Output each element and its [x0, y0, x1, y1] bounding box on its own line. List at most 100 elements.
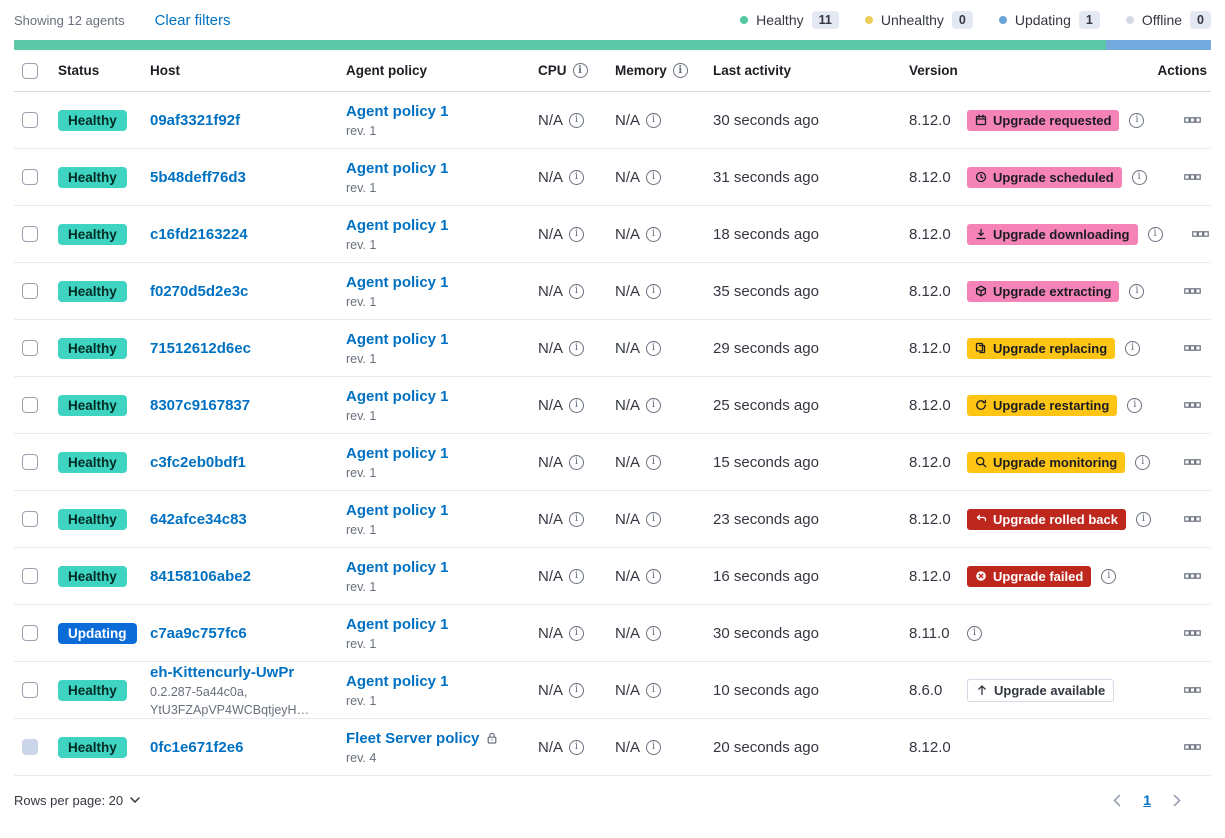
info-icon[interactable]: i [646, 682, 662, 698]
row-actions-button[interactable] [1180, 740, 1205, 755]
agent-policy-link[interactable]: Agent policy 1 [346, 558, 449, 576]
chevron-right-icon[interactable] [1173, 794, 1181, 807]
row-actions-button[interactable] [1180, 113, 1205, 128]
info-icon[interactable]: i [569, 739, 585, 755]
info-icon[interactable]: i [646, 169, 662, 185]
cpu-value: N/A [538, 453, 564, 471]
info-icon[interactable]: i [569, 397, 585, 413]
agent-host-link[interactable]: eh-Kittencurly-UwPr [150, 663, 295, 681]
agent-policy-link[interactable]: Agent policy 1 [346, 672, 449, 690]
chevron-left-icon[interactable] [1113, 794, 1121, 807]
version-cell: 8.12.0 Upgrade monitoring i [909, 451, 1155, 473]
policy-revision: rev. 4 [346, 750, 377, 765]
agent-policy-link[interactable]: Fleet Server policy [346, 729, 480, 747]
info-icon[interactable]: i [1125, 340, 1141, 356]
row-checkbox[interactable] [22, 511, 38, 527]
row-actions-button[interactable] [1188, 227, 1213, 242]
agent-host-link[interactable]: 71512612d6ec [150, 339, 251, 357]
info-icon[interactable]: i [646, 283, 662, 299]
info-icon[interactable]: i [569, 682, 585, 698]
info-icon[interactable]: i [1129, 112, 1145, 128]
agent-host-link[interactable]: 5b48deff76d3 [150, 168, 246, 186]
agent-host-link[interactable]: 84158106abe2 [150, 567, 251, 585]
info-icon[interactable]: i [646, 568, 662, 584]
row-checkbox[interactable] [22, 454, 38, 470]
policy-stack: Agent policy 1 rev. 1 [346, 501, 449, 538]
info-icon[interactable]: i [1101, 568, 1117, 584]
row-actions-button[interactable] [1180, 626, 1205, 641]
row-actions-button[interactable] [1180, 341, 1205, 356]
row-actions-button[interactable] [1180, 170, 1205, 185]
agent-policy-link[interactable]: Agent policy 1 [346, 615, 449, 633]
agent-policy-link[interactable]: Agent policy 1 [346, 159, 449, 177]
info-icon[interactable]: i [646, 454, 662, 470]
info-icon[interactable]: i [646, 625, 662, 641]
row-checkbox[interactable] [22, 169, 38, 185]
agent-host-link[interactable]: 09af3321f92f [150, 111, 241, 129]
info-icon[interactable]: i [1147, 226, 1163, 242]
info-icon[interactable]: i [1135, 511, 1151, 527]
row-actions-button[interactable] [1180, 683, 1205, 698]
row-checkbox[interactable] [22, 283, 38, 299]
info-icon[interactable]: i [572, 63, 588, 78]
info-icon[interactable]: i [646, 511, 662, 527]
select-all-checkbox[interactable] [22, 62, 38, 79]
info-icon[interactable]: i [646, 226, 662, 242]
info-icon[interactable]: i [569, 283, 585, 299]
version-value: 8.12.0 [909, 111, 951, 129]
row-checkbox[interactable] [22, 112, 38, 128]
host-cell: 09af3321f92f [150, 111, 346, 130]
agent-host-link[interactable]: 642afce34c83 [150, 510, 247, 528]
info-icon[interactable]: i [646, 739, 662, 755]
row-checkbox[interactable] [22, 682, 38, 698]
row-actions-button[interactable] [1180, 569, 1205, 584]
agent-host-link[interactable]: f0270d5d2e3c [150, 282, 249, 300]
row-checkbox[interactable] [22, 568, 38, 584]
row-actions-button[interactable] [1180, 284, 1205, 299]
info-icon[interactable]: i [646, 112, 662, 128]
info-icon[interactable]: i [646, 340, 662, 356]
info-icon[interactable]: i [569, 169, 585, 185]
info-icon[interactable]: i [1127, 397, 1143, 413]
agent-policy-link[interactable]: Agent policy 1 [346, 330, 449, 348]
info-icon[interactable]: i [569, 112, 585, 128]
row-actions-button[interactable] [1180, 398, 1205, 413]
agent-host-link[interactable]: c3fc2eb0bdf1 [150, 453, 246, 471]
page-number-1[interactable]: 1 [1143, 792, 1151, 808]
select-all-cell [14, 62, 58, 79]
info-icon[interactable]: i [646, 397, 662, 413]
agent-host-link[interactable]: 8307c9167837 [150, 396, 251, 414]
info-icon[interactable]: i [569, 226, 585, 242]
agent-policy-link[interactable]: Agent policy 1 [346, 444, 449, 462]
table-row: Healthy 84158106abe2 Agent policy 1 rev. 1 N… [14, 548, 1211, 605]
agent-policy-link[interactable]: Agent policy 1 [346, 273, 449, 291]
agent-host-link[interactable]: c7aa9c757fc6 [150, 624, 247, 642]
info-icon[interactable]: i [569, 511, 585, 527]
info-icon[interactable]: i [569, 340, 585, 356]
info-icon[interactable]: i [1131, 169, 1147, 185]
table-row: Healthy f0270d5d2e3c Agent policy 1 rev. 1 N… [14, 263, 1211, 320]
agent-policy-link[interactable]: Agent policy 1 [346, 501, 449, 519]
info-icon[interactable]: i [672, 63, 688, 78]
info-icon[interactable]: i [1129, 283, 1145, 299]
info-icon[interactable]: i [569, 454, 585, 470]
clear-filters-link[interactable]: Clear filters [154, 11, 231, 29]
row-checkbox[interactable] [22, 340, 38, 356]
info-icon[interactable]: i [569, 625, 585, 641]
info-icon[interactable]: i [1135, 454, 1151, 470]
agent-host-link[interactable]: c16fd2163224 [150, 225, 248, 243]
info-icon[interactable]: i [967, 625, 982, 641]
version-value: 8.12.0 [909, 396, 951, 414]
agent-policy-link[interactable]: Agent policy 1 [346, 102, 449, 120]
row-actions-button[interactable] [1180, 512, 1205, 527]
row-actions-button[interactable] [1180, 455, 1205, 470]
agent-host-link[interactable]: 0fc1e671f2e6 [150, 738, 244, 756]
info-icon[interactable]: i [569, 568, 585, 584]
rows-per-page-select[interactable]: Rows per page: 20 [14, 793, 140, 808]
agent-policy-link[interactable]: Agent policy 1 [346, 387, 449, 405]
agent-policy-link[interactable]: Agent policy 1 [346, 216, 449, 234]
row-checkbox[interactable] [22, 625, 38, 641]
row-checkbox[interactable] [22, 397, 38, 413]
row-checkbox[interactable] [22, 226, 38, 242]
column-label: Host [150, 63, 180, 78]
